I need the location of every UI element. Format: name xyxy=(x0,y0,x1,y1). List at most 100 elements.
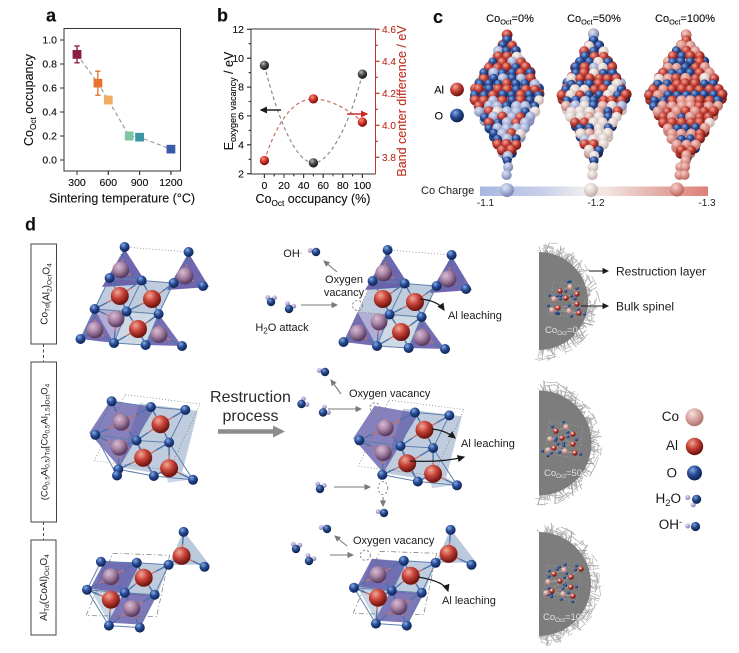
svg-text:Al leaching: Al leaching xyxy=(448,310,502,322)
svg-text:CoOct=0%: CoOct=0% xyxy=(486,13,534,26)
svg-text:60: 60 xyxy=(317,180,329,192)
svg-text:10: 10 xyxy=(232,53,244,65)
svg-text:Al: Al xyxy=(666,438,678,453)
svg-text:2: 2 xyxy=(238,168,244,180)
svg-text:600: 600 xyxy=(100,177,118,189)
svg-text:4.6: 4.6 xyxy=(382,25,396,36)
svg-text:4: 4 xyxy=(238,139,244,151)
svg-text:Oxygen: Oxygen xyxy=(325,274,363,286)
svg-text:1200: 1200 xyxy=(159,177,183,189)
svg-text:1.0: 1.0 xyxy=(42,35,57,47)
svg-text:CoOct=50%: CoOct=50% xyxy=(567,13,621,26)
svg-text:900: 900 xyxy=(131,177,149,189)
svg-text:4.4: 4.4 xyxy=(382,57,396,68)
svg-text:vacancy: vacancy xyxy=(324,287,365,299)
svg-text:4.0: 4.0 xyxy=(382,121,396,132)
svg-text:Sintering temperature (°C): Sintering temperature (°C) xyxy=(49,192,195,206)
svg-text:300: 300 xyxy=(68,177,86,189)
svg-text:3.8: 3.8 xyxy=(382,153,396,164)
svg-text:b: b xyxy=(217,6,228,26)
svg-text:c: c xyxy=(433,7,443,27)
svg-text:100: 100 xyxy=(354,180,372,192)
svg-text:3.8: 3.8 xyxy=(382,153,396,164)
svg-text:900: 900 xyxy=(131,177,149,189)
svg-text:1200: 1200 xyxy=(159,177,183,189)
svg-text:0.4: 0.4 xyxy=(42,107,57,119)
svg-text:100: 100 xyxy=(354,180,372,192)
svg-text:CoOct occupancy (%): CoOct occupancy (%) xyxy=(256,192,371,208)
svg-text:(Co0.5Al0.5)Td[Co0.5Al1.5]OctO: (Co0.5Al0.5)Td[Co0.5Al1.5]OctO4 xyxy=(39,383,51,500)
svg-text:H2O: H2O xyxy=(655,491,681,509)
svg-text:600: 600 xyxy=(100,177,118,189)
svg-text:a: a xyxy=(46,6,57,26)
svg-text:Restruction layer: Restruction layer xyxy=(616,265,706,279)
svg-text:CoOct=100%: CoOct=100% xyxy=(655,13,715,26)
svg-text:Restruction: Restruction xyxy=(210,389,291,406)
svg-text:O: O xyxy=(434,111,443,123)
svg-text:Bulk spinel: Bulk spinel xyxy=(616,300,674,314)
svg-text:Band center difference / eV: Band center difference / eV xyxy=(395,25,409,177)
svg-text:8: 8 xyxy=(238,82,244,94)
svg-text:0: 0 xyxy=(261,180,267,192)
svg-text:-1.3: -1.3 xyxy=(698,198,716,209)
svg-text:300: 300 xyxy=(68,177,86,189)
svg-text:Al: Al xyxy=(434,85,444,97)
svg-text:-1.1: -1.1 xyxy=(477,198,495,209)
svg-text:8: 8 xyxy=(238,82,244,94)
svg-text:Band center difference / eV: Band center difference / eV xyxy=(395,25,409,177)
svg-text:O: O xyxy=(434,111,443,123)
svg-text:40: 40 xyxy=(298,180,310,192)
svg-text:0.4: 0.4 xyxy=(42,107,57,119)
svg-text:CoOct=50: CoOct=50 xyxy=(544,468,582,480)
svg-text:6: 6 xyxy=(238,111,244,123)
svg-text:CoOct occupancy: CoOct occupancy xyxy=(22,53,38,146)
svg-text:4: 4 xyxy=(238,139,244,151)
svg-text:O: O xyxy=(666,466,677,481)
svg-text:0.0: 0.0 xyxy=(42,155,57,167)
svg-text:0.0: 0.0 xyxy=(42,155,57,167)
svg-text:0.2: 0.2 xyxy=(42,131,57,143)
svg-text:12: 12 xyxy=(232,24,244,36)
svg-text:40: 40 xyxy=(298,180,310,192)
svg-text:6: 6 xyxy=(238,111,244,123)
svg-text:20: 20 xyxy=(278,180,290,192)
svg-text:c: c xyxy=(433,7,443,27)
svg-text:CoOct=0%: CoOct=0% xyxy=(486,13,534,26)
svg-text:20: 20 xyxy=(278,180,290,192)
svg-text:60: 60 xyxy=(317,180,329,192)
svg-text:0.8: 0.8 xyxy=(42,59,57,71)
svg-text:12: 12 xyxy=(232,24,244,36)
svg-text:-1.2: -1.2 xyxy=(587,198,605,209)
svg-text:CoOct=50%: CoOct=50% xyxy=(567,13,621,26)
svg-text:b: b xyxy=(217,6,228,26)
svg-text:4.2: 4.2 xyxy=(382,89,396,100)
svg-text:0.8: 0.8 xyxy=(42,59,57,71)
svg-text:Al leaching: Al leaching xyxy=(442,595,496,607)
svg-text:0.6: 0.6 xyxy=(42,83,57,95)
svg-text:4.0: 4.0 xyxy=(382,121,396,132)
svg-text:0.6: 0.6 xyxy=(42,83,57,95)
svg-text:0.2: 0.2 xyxy=(42,131,57,143)
svg-text:0: 0 xyxy=(261,180,267,192)
svg-text:OH-: OH- xyxy=(659,517,682,532)
svg-text:Al leaching: Al leaching xyxy=(461,438,515,450)
svg-text:80: 80 xyxy=(337,180,349,192)
svg-text:80: 80 xyxy=(337,180,349,192)
svg-text:d: d xyxy=(25,215,36,235)
svg-text:Oxygen vacancy: Oxygen vacancy xyxy=(353,535,435,547)
svg-text:1.0: 1.0 xyxy=(42,35,57,47)
svg-text:4.4: 4.4 xyxy=(382,57,396,68)
svg-text:10: 10 xyxy=(232,53,244,65)
svg-text:Co Charge: Co Charge xyxy=(421,185,474,197)
svg-text:H2O attack: H2O attack xyxy=(255,322,309,335)
svg-text:Al: Al xyxy=(434,85,444,97)
svg-text:Oxygen vacancy: Oxygen vacancy xyxy=(349,388,431,400)
svg-text:CoOct=0: CoOct=0 xyxy=(545,325,578,337)
svg-text:CoOct occupancy: CoOct occupancy xyxy=(22,53,38,146)
svg-text:a: a xyxy=(46,6,57,26)
svg-text:4.2: 4.2 xyxy=(382,89,396,100)
svg-text:Co: Co xyxy=(662,409,679,424)
svg-text:CoOct occupancy (%): CoOct occupancy (%) xyxy=(256,192,371,208)
svg-text:CoOct=100: CoOct=100 xyxy=(543,612,586,624)
svg-text:4.6: 4.6 xyxy=(382,25,396,36)
